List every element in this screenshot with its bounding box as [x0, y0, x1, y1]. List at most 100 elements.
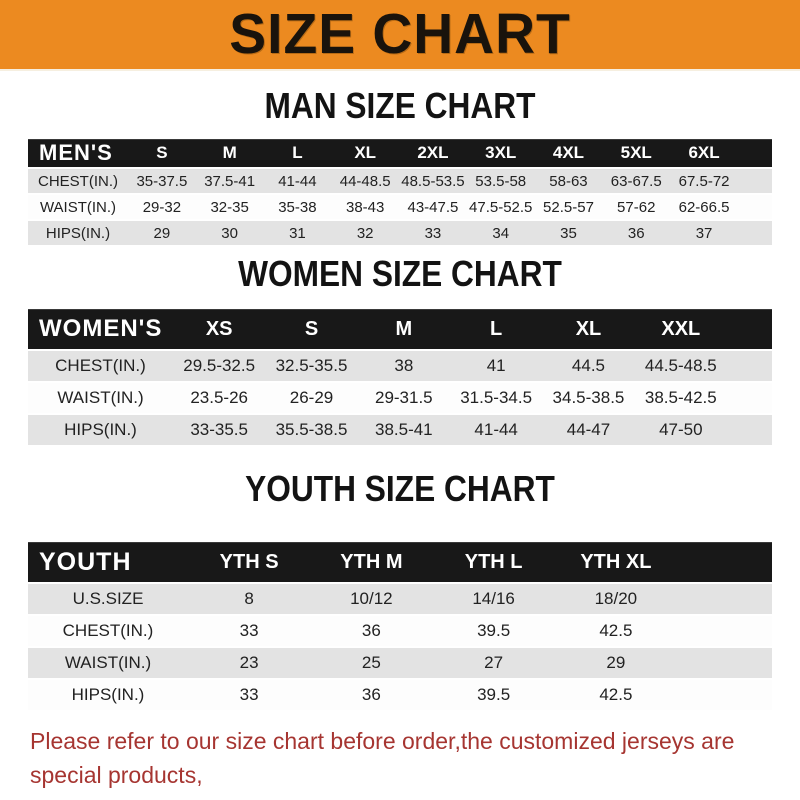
size-column-header: M — [357, 309, 450, 349]
measurement-label: WAIST(IN.) — [28, 195, 128, 219]
measurement-value: 29-31.5 — [357, 383, 450, 413]
size-column-header: YTH XL — [554, 542, 677, 582]
row-spacer — [738, 195, 772, 219]
measurement-value: 23 — [188, 648, 311, 678]
measurement-label: CHEST(IN.) — [28, 169, 128, 193]
row-spacer — [738, 169, 772, 193]
measurement-value: 33 — [399, 221, 467, 245]
row-spacer — [677, 616, 772, 646]
measurement-value: 42.5 — [554, 616, 677, 646]
measurement-value: 44.5-48.5 — [634, 351, 727, 381]
measurement-value: 29 — [554, 648, 677, 678]
table-group-label: WOMEN'S — [28, 309, 173, 349]
measurement-value: 26-29 — [265, 383, 358, 413]
measurement-value: 67.5-72 — [670, 169, 738, 193]
measurement-row: WAIST(IN.) 29-32 32-35 35-38 38-43 43-47.5 47.… — [28, 195, 772, 219]
measurement-value: 36 — [310, 680, 433, 710]
measurement-value: 44-47 — [542, 415, 635, 445]
measurement-value: 47-50 — [634, 415, 727, 445]
size-column-header: S — [265, 309, 358, 349]
measurement-row: U.S.SIZE 8 10/12 14/16 18/20 — [28, 584, 772, 614]
measurement-value: 33 — [188, 616, 311, 646]
banner-title: SIZE CHART — [229, 2, 571, 66]
size-header-row: MEN'S S M L XL 2XL 3XL 4XL 5XL 6XL — [28, 139, 772, 167]
measurement-value: 41 — [449, 351, 543, 381]
measurement-value: 47.5-52.5 — [466, 195, 535, 219]
size-column-header: S — [128, 139, 196, 167]
measurement-value: 34.5-38.5 — [542, 383, 635, 413]
size-column-header: 2XL — [399, 139, 467, 167]
women-size-table: WOMEN'S XS S M L XL XXL CHEST(IN.) 29.5-32.5 32.5… — [28, 307, 772, 447]
row-spacer — [677, 648, 772, 678]
measurement-value: 31 — [263, 221, 332, 245]
measurement-row: CHEST(IN.) 29.5-32.5 32.5-35.5 38 41 44.5 44.5… — [28, 351, 772, 381]
size-column-header: 4XL — [534, 139, 603, 167]
measurement-value: 29.5-32.5 — [173, 351, 266, 381]
measurement-value: 35.5-38.5 — [265, 415, 358, 445]
measurement-label: WAIST(IN.) — [28, 648, 188, 678]
size-header-row: YOUTH YTH S YTH M YTH L YTH XL — [28, 542, 772, 582]
header-spacer — [727, 309, 772, 349]
measurement-value: 44-48.5 — [331, 169, 400, 193]
measurement-label: HIPS(IN.) — [28, 680, 188, 710]
measurement-value: 10/12 — [310, 584, 433, 614]
size-column-header: YTH M — [310, 542, 433, 582]
measurement-value: 41-44 — [263, 169, 332, 193]
measurement-value: 25 — [310, 648, 433, 678]
measurement-value: 38.5-41 — [357, 415, 450, 445]
measurement-value: 35-38 — [263, 195, 332, 219]
row-spacer — [677, 584, 772, 614]
measurement-value: 32.5-35.5 — [265, 351, 358, 381]
man-size-heading: MAN SIZE CHART — [264, 85, 536, 126]
measurement-label: CHEST(IN.) — [28, 351, 173, 381]
measurement-value: 53.5-58 — [466, 169, 535, 193]
measurement-row: HIPS(IN.) 33-35.5 35.5-38.5 38.5-41 41-44 44-… — [28, 415, 772, 445]
measurement-value: 35 — [534, 221, 603, 245]
measurement-label: HIPS(IN.) — [28, 415, 173, 445]
measurement-value: 18/20 — [554, 584, 677, 614]
measurement-value: 37.5-41 — [195, 169, 264, 193]
measurement-value: 44.5 — [542, 351, 635, 381]
order-policy-line2: we don't accept cancel, change, teturn o… — [30, 792, 800, 800]
size-column-header: YTH L — [432, 542, 555, 582]
measurement-value: 38.5-42.5 — [634, 383, 727, 413]
measurement-value: 43-47.5 — [399, 195, 467, 219]
table-group-label: MEN'S — [28, 139, 128, 167]
measurement-value: 23.5-26 — [173, 383, 266, 413]
measurement-row: WAIST(IN.) 23 25 27 29 — [28, 648, 772, 678]
size-column-header: L — [263, 139, 332, 167]
size-column-header: YTH S — [188, 542, 311, 582]
measurement-label: CHEST(IN.) — [28, 616, 188, 646]
measurement-value: 39.5 — [432, 680, 555, 710]
measurement-value: 14/16 — [432, 584, 555, 614]
measurement-value: 32-35 — [195, 195, 264, 219]
size-header-row: WOMEN'S XS S M L XL XXL — [28, 309, 772, 349]
measurement-value: 62-66.5 — [670, 195, 738, 219]
row-spacer — [738, 221, 772, 245]
size-column-header: 5XL — [602, 139, 671, 167]
measurement-value: 36 — [602, 221, 671, 245]
measurement-value: 8 — [188, 584, 311, 614]
measurement-label: U.S.SIZE — [28, 584, 188, 614]
measurement-value: 48.5-53.5 — [399, 169, 467, 193]
measurement-value: 57-62 — [602, 195, 671, 219]
measurement-value: 52.5-57 — [534, 195, 603, 219]
measurement-value: 34 — [466, 221, 535, 245]
measurement-value: 29 — [128, 221, 196, 245]
measurement-value: 35-37.5 — [128, 169, 196, 193]
row-spacer — [727, 383, 772, 413]
size-column-header: XXL — [634, 309, 727, 349]
man-size-table: MEN'S S M L XL 2XL 3XL 4XL 5XL 6XL CHEST(IN.) 35-37… — [28, 137, 772, 247]
size-column-header: XS — [173, 309, 266, 349]
youth-size-heading: YOUTH SIZE CHART — [245, 468, 555, 509]
table-group-label: YOUTH — [28, 542, 188, 582]
measurement-value: 36 — [310, 616, 433, 646]
measurement-value: 37 — [670, 221, 738, 245]
measurement-value: 38-43 — [331, 195, 400, 219]
measurement-value: 31.5-34.5 — [449, 383, 543, 413]
measurement-label: HIPS(IN.) — [28, 221, 128, 245]
youth-size-table: YOUTH YTH S YTH M YTH L YTH XL U.S.SIZE 8 10/12… — [28, 540, 772, 712]
measurement-value: 30 — [195, 221, 264, 245]
man-size-section: MAN SIZE CHART MEN'S S M L XL 2XL 3XL 4XL 5XL 6XL… — [0, 87, 800, 247]
header-spacer — [738, 139, 772, 167]
